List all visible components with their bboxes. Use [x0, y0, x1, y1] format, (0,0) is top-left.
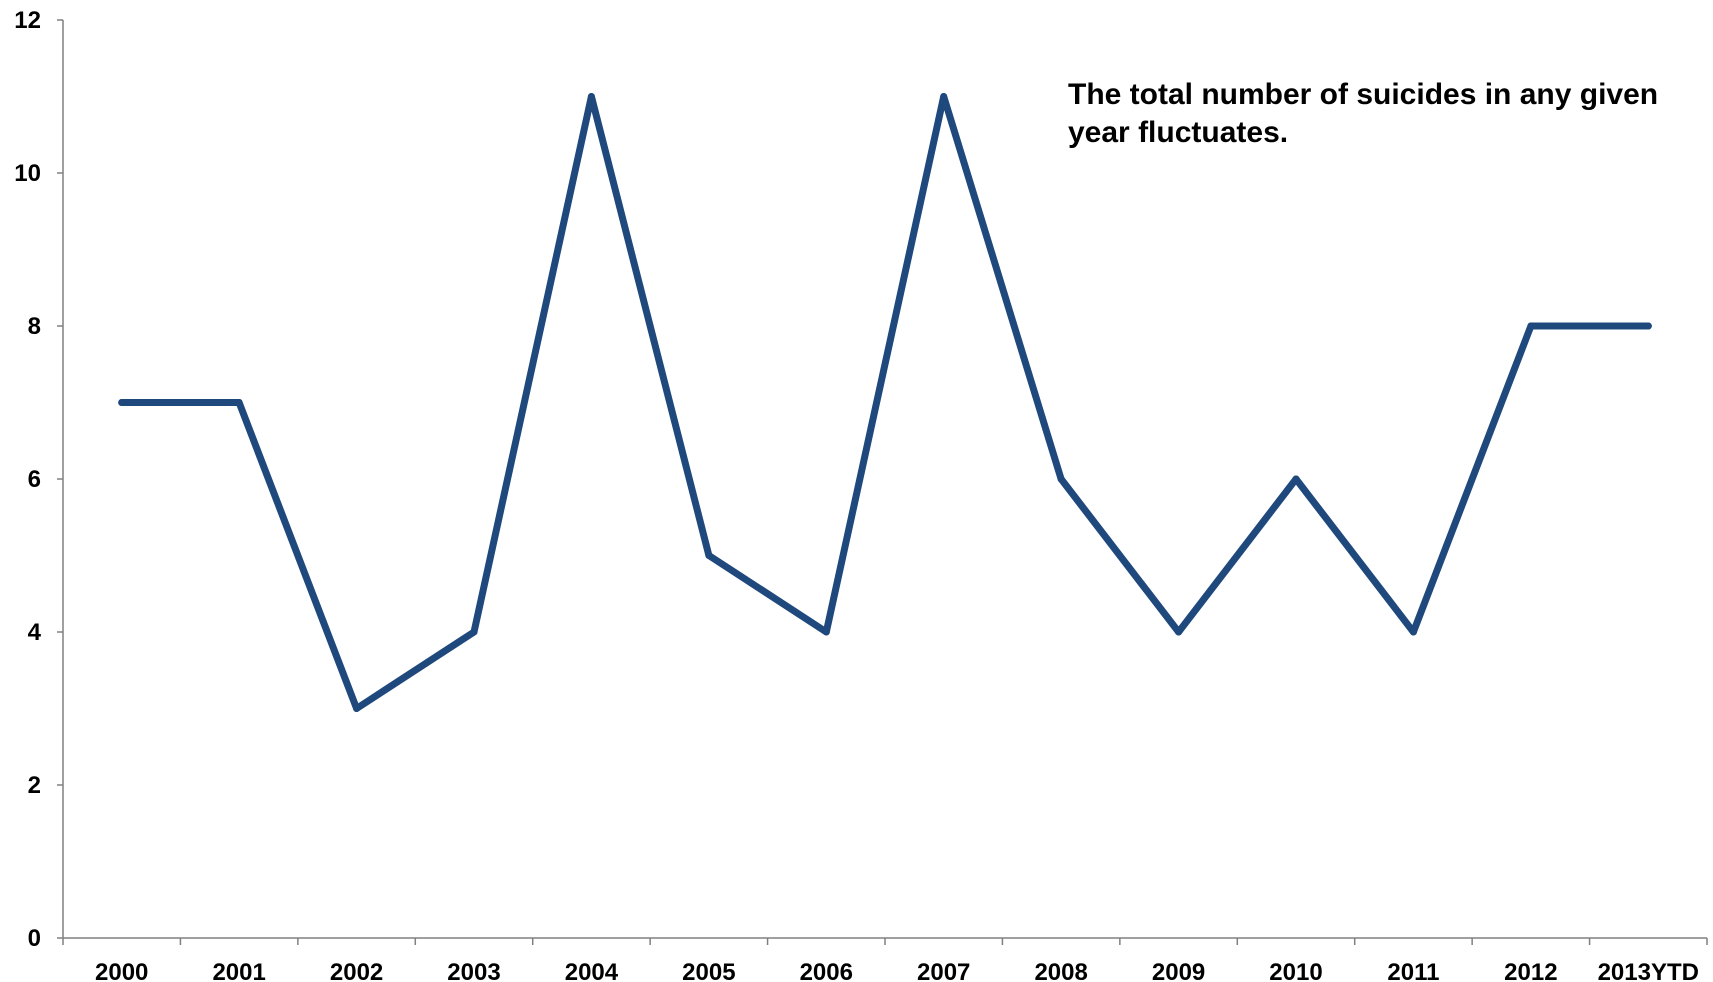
x-tick-label: 2003: [447, 959, 500, 982]
data-point: [822, 628, 830, 636]
chart-annotation: The total number of suicides in any give…: [1068, 78, 1659, 149]
x-tick-label: 2004: [565, 959, 619, 982]
x-tick-label: 2000: [95, 959, 148, 982]
y-tick-label: 10: [14, 160, 41, 187]
data-point: [1409, 628, 1417, 636]
series-group: [118, 93, 1652, 712]
x-tick-label: 2005: [682, 959, 735, 982]
data-point: [587, 93, 595, 100]
x-tick-label: 2009: [1152, 959, 1205, 982]
series-line: [118, 93, 1652, 712]
x-tick-label: 2011: [1387, 959, 1439, 982]
data-point: [1644, 322, 1652, 330]
data-point: [940, 93, 948, 100]
y-tick-label: 4: [28, 619, 42, 646]
y-tick-label: 8: [28, 313, 41, 340]
x-tick-label: 2002: [330, 959, 383, 982]
data-point: [1292, 475, 1300, 483]
x-tick-label: 2012: [1504, 959, 1557, 982]
x-tick-label: 2008: [1034, 959, 1087, 982]
data-point: [1527, 322, 1535, 330]
data-point: [353, 705, 361, 712]
y-axis-ticks: 0 2 4 6 8 10 12: [14, 7, 63, 952]
data-point: [1175, 628, 1183, 636]
data-point: [235, 399, 243, 406]
x-tick-label: 2006: [800, 959, 853, 982]
axes: [62, 20, 1707, 939]
x-tick-label: 2010: [1269, 959, 1322, 982]
x-tick-label: 2013YTD: [1598, 959, 1699, 982]
x-axis-ticks: 2000 2001 2002 2003 2004 2005 2006 2007 2008 2009…: [62, 938, 1708, 982]
data-point: [470, 628, 478, 636]
x-tick-label: 2001: [212, 959, 265, 982]
x-tick-label: 2007: [917, 959, 970, 982]
data-point: [705, 552, 713, 559]
data-point: [118, 399, 126, 406]
y-tick-label: 2: [28, 772, 41, 799]
y-tick-label: 12: [14, 7, 41, 34]
y-tick-label: 0: [28, 925, 41, 952]
data-point: [1057, 475, 1065, 483]
y-tick-label: 6: [28, 466, 41, 493]
